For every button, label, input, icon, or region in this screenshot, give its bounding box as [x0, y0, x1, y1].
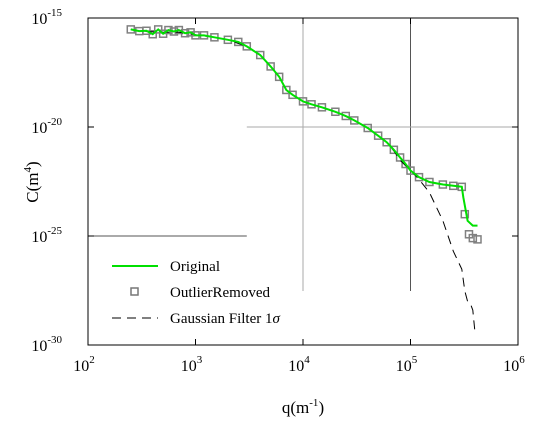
data-point: [153, 25, 163, 34]
x-axis: 102 103 104 105 106: [73, 18, 525, 375]
y-tick-label: 10-30: [31, 334, 62, 355]
data-point: [382, 137, 391, 147]
data-point: [274, 72, 284, 82]
reference-lines: [88, 18, 518, 291]
data-point: [255, 50, 265, 60]
x-tick-label: 105: [396, 354, 418, 375]
series-original-line: [130, 28, 478, 227]
x-tick-label: 106: [503, 354, 525, 375]
data-point: [401, 159, 410, 169]
series-outlierremoved: [126, 25, 482, 244]
x-tick-label: 102: [73, 354, 95, 375]
y-tick-label: 10-25: [31, 225, 62, 246]
legend-label-gaussian: Gaussian Filter 1σ: [170, 311, 281, 327]
data-point: [148, 29, 157, 39]
y-tick-label: 10-15: [31, 7, 62, 28]
data-point: [282, 85, 291, 95]
data-point: [414, 172, 424, 182]
data-point: [473, 235, 482, 244]
data-point: [298, 97, 308, 106]
data-point: [341, 111, 351, 121]
data-point: [406, 166, 415, 175]
y-axis-label: C(m4): [22, 161, 42, 202]
y-tick-label: 10-20: [31, 116, 62, 137]
data-point: [242, 42, 252, 51]
x-axis-label: q(m-1): [282, 397, 324, 417]
data-point: [395, 153, 405, 162]
data-point: [350, 116, 359, 125]
legend-label-original: Original: [170, 259, 220, 275]
data-point: [331, 107, 340, 117]
data-point: [288, 90, 297, 100]
x-tick-label: 104: [288, 354, 310, 375]
data-point: [266, 62, 275, 71]
data-point: [373, 131, 383, 140]
series-layer: [126, 25, 482, 335]
data-point: [389, 145, 399, 155]
x-tick-label: 103: [181, 354, 203, 375]
data-point: [363, 123, 372, 133]
y-axis: 10-30 10-25 10-20 10-15: [31, 7, 518, 355]
legend: Original OutlierRemoved Gaussian Filter …: [112, 259, 281, 327]
data-point: [468, 233, 478, 243]
legend-marker-outlier-removed: [130, 287, 139, 296]
legend-label-outlier-removed: OutlierRemoved: [170, 285, 270, 301]
